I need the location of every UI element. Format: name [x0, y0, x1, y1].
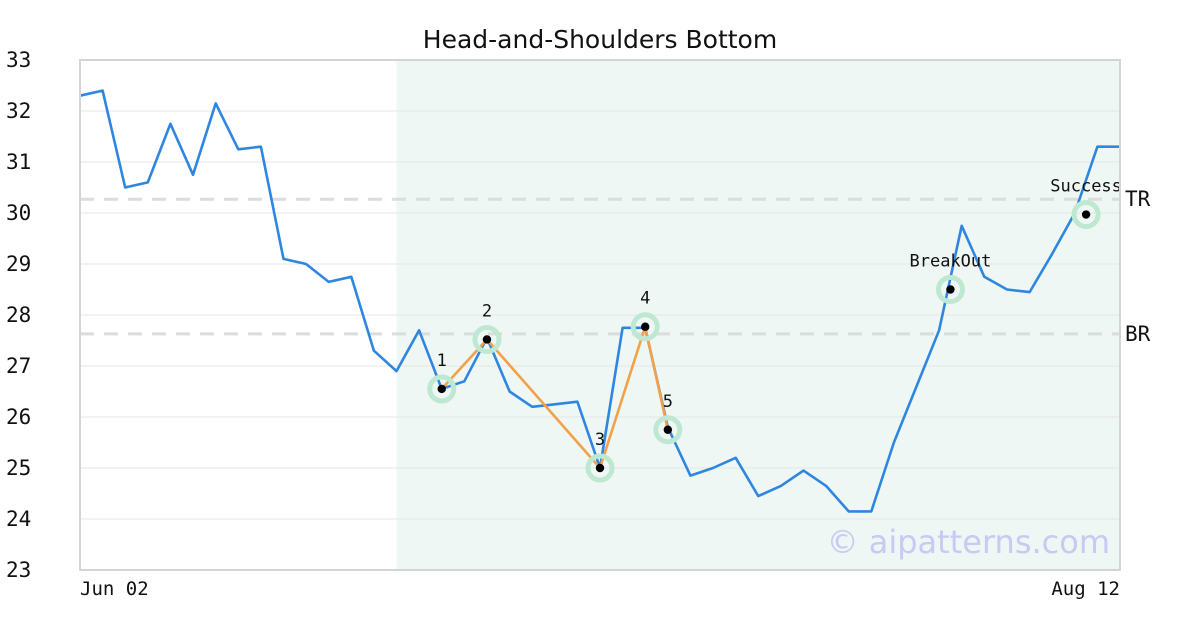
- pattern-point-halo: [630, 312, 660, 342]
- x-tick-label: Jun 02: [80, 578, 149, 600]
- y-tick-label: 31: [6, 150, 31, 174]
- pattern-point-halo: [427, 374, 457, 404]
- signal-halo: [1071, 200, 1101, 230]
- y-tick-label: 24: [6, 507, 31, 531]
- pattern-point-point: [641, 322, 650, 331]
- y-tick-label: 27: [6, 354, 31, 378]
- pattern-point-label: 5: [663, 392, 673, 412]
- x-tick-label: Aug 12: [1051, 578, 1120, 600]
- pattern-point-halo: [653, 415, 683, 445]
- pattern-point-point: [482, 335, 492, 344]
- level-label: BR: [1125, 322, 1151, 346]
- pattern-point-label: 2: [482, 301, 492, 321]
- y-tick-label: 23: [6, 558, 31, 582]
- signal-point: [946, 285, 955, 294]
- level-label: TR: [1125, 187, 1151, 211]
- signal-label: Success: [1050, 177, 1122, 197]
- pattern-points-layer: 1 2 3 4 5 BreakOut Success: [427, 177, 1122, 483]
- pattern-point-halo: [472, 324, 502, 354]
- pattern-point-point: [595, 463, 605, 473]
- y-tick-label: 29: [6, 252, 31, 276]
- pattern-point-point: [663, 425, 673, 434]
- pattern-point-point: [437, 384, 446, 394]
- pattern-point-halo: [585, 453, 615, 483]
- level-lines-layer: [80, 197, 1120, 336]
- plot-frame: [79, 59, 1121, 571]
- y-tick-label: 26: [6, 405, 31, 429]
- watermark: © aipatterns.com: [827, 523, 1110, 561]
- pattern-point-label: 3: [595, 430, 605, 450]
- pattern-point-label: 1: [437, 351, 447, 371]
- y-tick-label: 25: [6, 456, 31, 480]
- y-tick-label: 30: [6, 201, 31, 225]
- y-tick-label: 33: [6, 48, 31, 72]
- pattern-point-label: 4: [640, 289, 650, 309]
- signal-halo: [935, 275, 965, 304]
- y-tick-label: 32: [6, 99, 31, 123]
- chart-title: Head-and-Shoulders Bottom: [423, 25, 777, 54]
- signal-label: BreakOut: [909, 252, 991, 272]
- signal-point: [1081, 210, 1091, 219]
- y-tick-label: 28: [6, 303, 31, 327]
